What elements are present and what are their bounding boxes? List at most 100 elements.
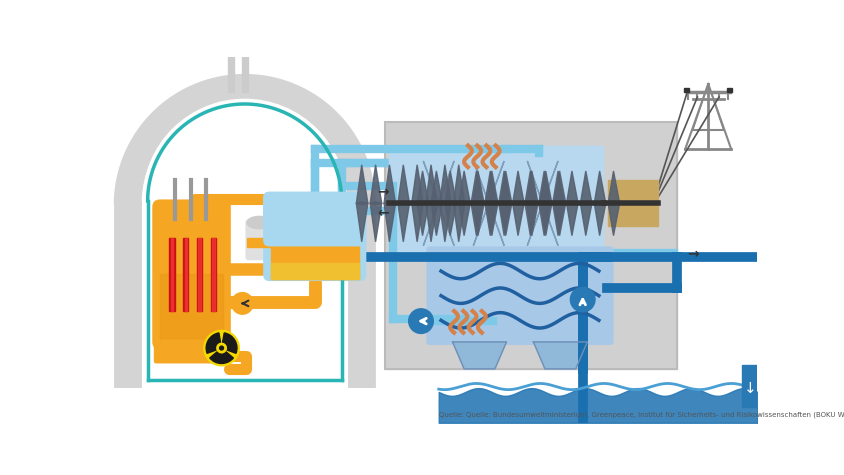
FancyBboxPatch shape <box>263 192 366 247</box>
Polygon shape <box>486 202 498 236</box>
Bar <box>271 263 359 279</box>
Polygon shape <box>371 165 381 205</box>
Polygon shape <box>452 342 506 369</box>
Polygon shape <box>473 161 504 203</box>
Polygon shape <box>412 202 424 242</box>
FancyBboxPatch shape <box>152 200 230 350</box>
Bar <box>213 238 214 311</box>
Bar <box>684 88 689 93</box>
Polygon shape <box>512 171 524 205</box>
Polygon shape <box>485 171 496 205</box>
Wedge shape <box>206 333 220 353</box>
Polygon shape <box>538 202 550 236</box>
Text: ←: ← <box>377 206 389 219</box>
FancyBboxPatch shape <box>388 145 604 253</box>
Polygon shape <box>425 165 437 205</box>
Bar <box>385 123 678 369</box>
Polygon shape <box>473 203 504 246</box>
Bar <box>198 238 201 311</box>
Wedge shape <box>223 333 237 353</box>
Bar <box>183 238 188 311</box>
Bar <box>247 238 272 247</box>
Circle shape <box>204 330 240 366</box>
Polygon shape <box>417 202 429 236</box>
Polygon shape <box>417 171 429 205</box>
Polygon shape <box>500 202 511 236</box>
Polygon shape <box>453 202 465 242</box>
Bar <box>609 180 658 227</box>
Polygon shape <box>398 165 409 205</box>
Bar <box>241 57 248 92</box>
Polygon shape <box>431 202 442 236</box>
Bar <box>197 238 203 311</box>
FancyBboxPatch shape <box>426 247 614 345</box>
Polygon shape <box>485 202 496 236</box>
Bar <box>271 237 359 279</box>
Wedge shape <box>210 352 234 363</box>
Bar <box>742 365 758 408</box>
Polygon shape <box>440 165 451 205</box>
Polygon shape <box>540 171 552 205</box>
Text: →: → <box>377 185 389 199</box>
Text: →: → <box>687 247 699 261</box>
Polygon shape <box>533 342 587 369</box>
Polygon shape <box>499 202 511 236</box>
Polygon shape <box>473 202 484 236</box>
Ellipse shape <box>247 217 272 228</box>
Polygon shape <box>500 171 511 205</box>
Polygon shape <box>473 171 484 205</box>
Polygon shape <box>459 202 470 236</box>
Polygon shape <box>471 171 483 205</box>
Polygon shape <box>371 202 381 242</box>
Polygon shape <box>384 202 396 242</box>
Bar <box>185 238 187 311</box>
Polygon shape <box>459 171 470 205</box>
Polygon shape <box>566 202 578 236</box>
Polygon shape <box>553 202 565 236</box>
Bar <box>211 238 216 311</box>
Circle shape <box>571 287 595 312</box>
Bar <box>169 238 175 311</box>
Bar <box>728 88 732 93</box>
Circle shape <box>231 293 253 314</box>
FancyBboxPatch shape <box>246 219 273 260</box>
Bar <box>143 201 346 388</box>
Polygon shape <box>581 202 592 236</box>
Polygon shape <box>581 171 592 205</box>
Polygon shape <box>445 202 457 236</box>
Ellipse shape <box>143 99 346 303</box>
Polygon shape <box>425 202 437 242</box>
Polygon shape <box>528 161 558 203</box>
Polygon shape <box>525 202 537 236</box>
Polygon shape <box>609 171 619 205</box>
Circle shape <box>219 346 224 350</box>
Text: ↓: ↓ <box>744 380 756 396</box>
Text: Quelle: Quelle: Bundesumweltministerium, Greenpeace, Institut für Sicherheits- u: Quelle: Quelle: Bundesumweltministerium,… <box>439 412 844 418</box>
Polygon shape <box>555 202 565 236</box>
Bar <box>385 123 678 369</box>
Polygon shape <box>424 161 454 203</box>
Polygon shape <box>486 171 498 205</box>
Polygon shape <box>445 171 457 205</box>
Polygon shape <box>512 202 524 236</box>
Bar <box>228 57 234 92</box>
Polygon shape <box>356 202 368 242</box>
Polygon shape <box>527 171 538 205</box>
Polygon shape <box>527 202 538 236</box>
Polygon shape <box>538 171 550 205</box>
Polygon shape <box>540 202 552 236</box>
FancyBboxPatch shape <box>263 192 366 281</box>
Bar <box>170 238 173 311</box>
Polygon shape <box>431 171 442 205</box>
Polygon shape <box>594 202 606 236</box>
Polygon shape <box>440 202 451 242</box>
Polygon shape <box>471 202 483 236</box>
Polygon shape <box>528 203 558 246</box>
Polygon shape <box>453 165 465 205</box>
Circle shape <box>218 344 225 352</box>
Polygon shape <box>424 203 454 246</box>
Polygon shape <box>566 171 578 205</box>
Polygon shape <box>412 165 424 205</box>
Polygon shape <box>499 171 511 205</box>
Bar <box>160 274 223 341</box>
